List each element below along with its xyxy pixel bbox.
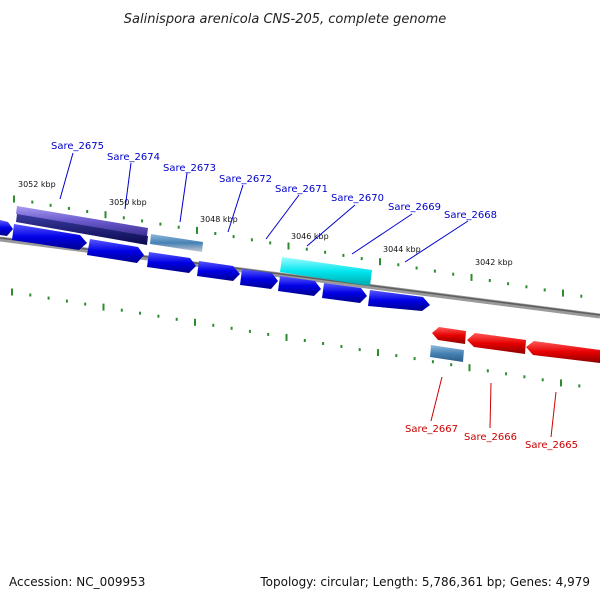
kbp-label-3052: 3052 kbp <box>18 180 56 189</box>
tick-ring-lower <box>11 288 581 388</box>
kbp-label-3048: 3048 kbp <box>200 215 238 224</box>
map-title: Salinispora arenicola CNS-205, complete … <box>124 12 446 27</box>
feature-steelblue-lower <box>430 345 464 362</box>
cds-arrow-reverse <box>526 341 600 363</box>
genome-summary-text: Topology: circular; Length: 5,786,361 bp… <box>259 575 590 589</box>
kbp-label-3042: 3042 kbp <box>475 258 513 267</box>
cds-arrow <box>12 224 87 250</box>
feature-purple <box>16 206 148 236</box>
cds-arrow-reverse <box>467 333 526 354</box>
tick-ring-upper <box>13 195 583 298</box>
cds-arrow <box>368 290 430 311</box>
gene-label-sare-2669: Sare_2669 <box>388 202 441 213</box>
kbp-label-3050: 3050 kbp <box>109 198 147 207</box>
feature-steelblue <box>150 234 203 252</box>
cds-arrow <box>0 220 13 236</box>
gene-label-sare-2673: Sare_2673 <box>163 163 216 174</box>
cds-arrow <box>87 239 144 263</box>
accession-text: Accession: NC_009953 <box>9 575 145 589</box>
gene-label-sare-2666: Sare_2666 <box>464 432 517 443</box>
reverse-leader-lines <box>430 376 557 438</box>
gene-label-sare-2667: Sare_2667 <box>405 424 458 435</box>
cds-arrow <box>240 269 278 289</box>
feature-navy <box>16 214 148 245</box>
gene-label-sare-2668: Sare_2668 <box>444 210 497 221</box>
gene-label-sare-2665: Sare_2665 <box>525 440 578 451</box>
cds-arrow-reverse <box>432 327 466 344</box>
gene-label-sare-2674: Sare_2674 <box>107 152 160 163</box>
kbp-label-3044: 3044 kbp <box>383 245 421 254</box>
cds-arrow <box>278 276 321 296</box>
cds-arrow <box>322 283 367 303</box>
gene-label-sare-2671: Sare_2671 <box>275 184 328 195</box>
cds-arrow <box>147 252 196 273</box>
gene-label-sare-2672: Sare_2672 <box>219 174 272 185</box>
cds-arrow <box>197 261 240 281</box>
feature-cyan <box>280 257 372 286</box>
forward-leader-lines <box>59 152 469 263</box>
gene-label-sare-2670: Sare_2670 <box>331 193 384 204</box>
gene-label-sare-2675: Sare_2675 <box>51 141 104 152</box>
kbp-label-3046: 3046 kbp <box>291 232 329 241</box>
